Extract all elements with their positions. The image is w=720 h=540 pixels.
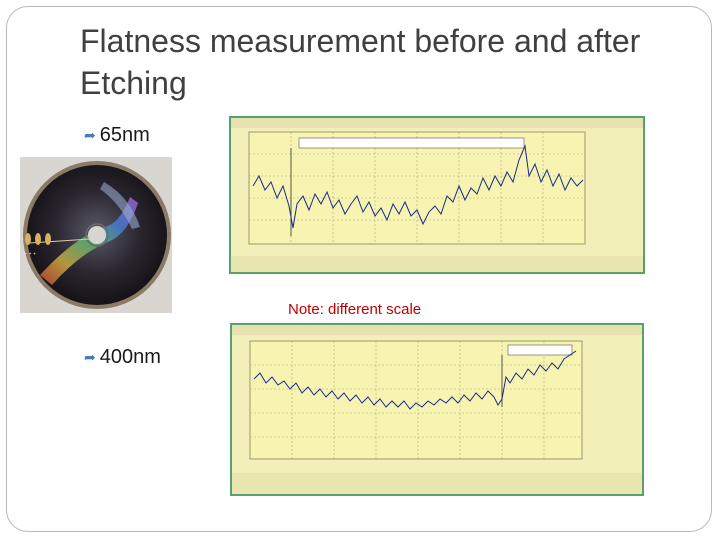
bullet-65nm: ➦ 65nm: [84, 124, 150, 147]
bullet-label: 400nm: [99, 346, 161, 368]
bullet-arrow-icon: ➦: [84, 127, 96, 143]
slide-title: Flatness measurement before and after Et…: [80, 23, 641, 101]
bullet-label: 65nm: [99, 124, 150, 146]
svg-text:✦ ✦ ✦: ✦ ✦ ✦: [24, 251, 37, 256]
bullet-arrow-icon: ➦: [84, 349, 96, 365]
scale-note: Note: different scale: [288, 301, 422, 318]
profile-graph-400nm: [230, 323, 644, 496]
slide-frame: [6, 6, 712, 532]
profile-graph-65nm: [229, 116, 645, 274]
wafer-photo: ✦ ✦ ✦: [20, 157, 172, 313]
bullet-400nm: ➦ 400nm: [84, 346, 161, 369]
